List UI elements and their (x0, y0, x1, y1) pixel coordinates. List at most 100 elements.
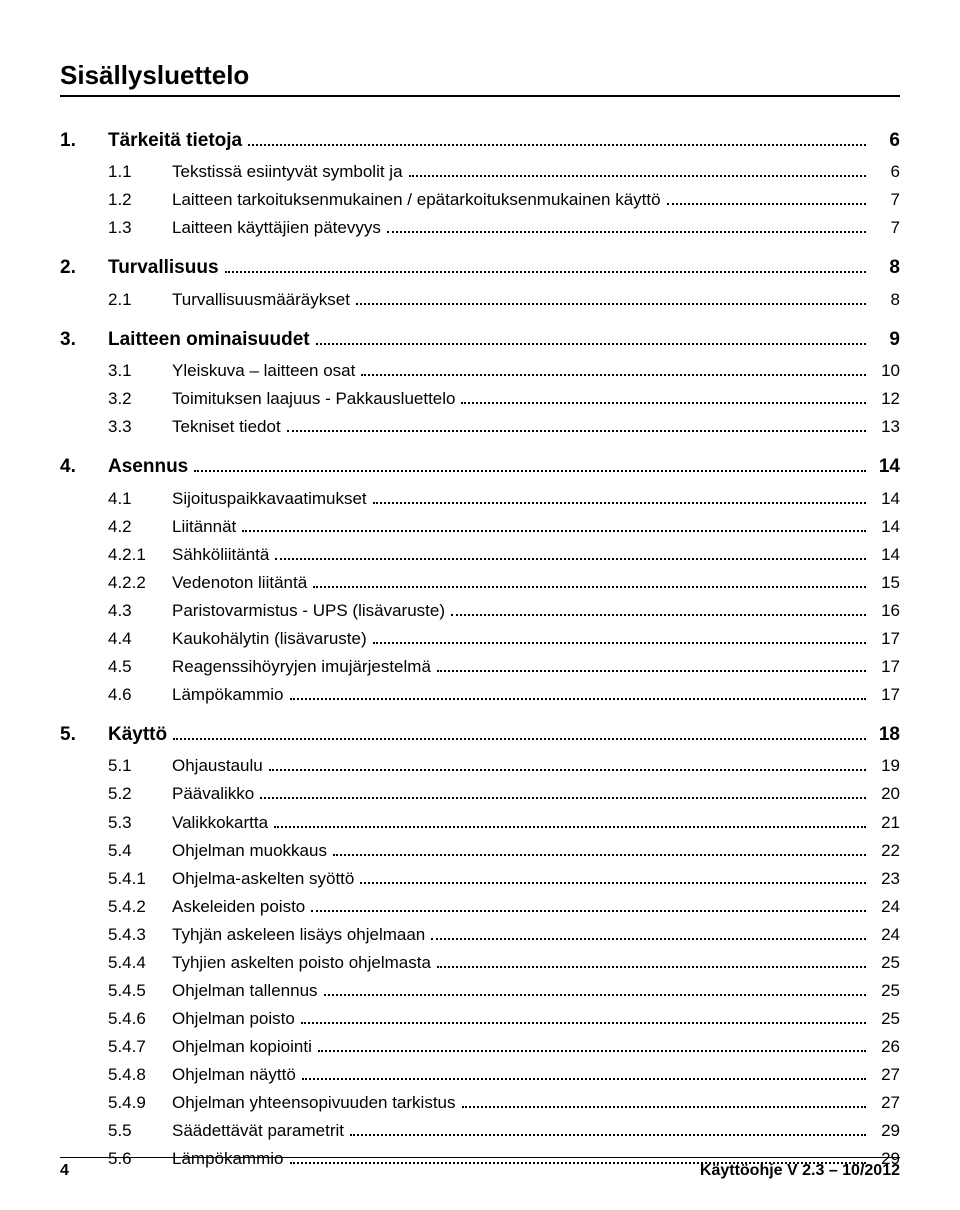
toc-entry-title: Tekstissä esiintyvät symbolit ja (172, 158, 403, 186)
toc-leader (318, 1037, 866, 1052)
toc-entry-number: 3.3 (108, 413, 172, 441)
toc-section: 1.Tärkeitä tietoja 6 (60, 125, 900, 156)
toc-entry-title: Ohjelman kopiointi (172, 1033, 312, 1061)
toc-subentry: 5.4.2Askeleiden poisto24 (60, 893, 900, 921)
toc-entry: 3.2Toimituksen laajuus - Pakkausluettelo… (60, 385, 900, 413)
toc-entry-title: Ohjelman muokkaus (172, 837, 327, 865)
toc-leader (333, 840, 866, 855)
toc-entry-title: Vedenoton liitäntä (172, 569, 307, 597)
toc-entry-title: Turvallisuus (108, 252, 219, 283)
toc-entry-title: Tekniset tiedot (172, 413, 281, 441)
toc-entry-number: 4.3 (108, 597, 172, 625)
toc-entry-number: 4. (60, 451, 108, 482)
toc-entry-number: 5.4.3 (108, 921, 172, 949)
toc-entry-title: Ohjelman tallennus (172, 977, 318, 1005)
toc-entry-title: Ohjelman näyttö (172, 1061, 296, 1089)
toc-entry: 5.5Säädettävät parametrit29 (60, 1117, 900, 1145)
toc-entry-title: Yleiskuva – laitteen osat (172, 357, 355, 385)
page-title: Sisällysluettelo (60, 60, 900, 91)
toc-leader (437, 952, 866, 967)
toc-entry-title: Ohjelman poisto (172, 1005, 295, 1033)
toc-leader (451, 601, 866, 616)
toc-entry: 1.3Laitteen käyttäjien pätevyys7 (60, 214, 900, 242)
toc-entry-title: Sijoituspaikkavaatimukset (172, 485, 367, 513)
toc-entry-number: 5. (60, 719, 108, 750)
toc-entry-number: 1. (60, 125, 108, 156)
toc-entry-number: 5.3 (108, 809, 172, 837)
toc-entry-page: 17 (872, 653, 900, 681)
toc-leader (290, 685, 867, 700)
toc-entry: 4.6Lämpökammio 17 (60, 681, 900, 709)
toc-entry: 5.4Ohjelman muokkaus22 (60, 837, 900, 865)
toc-entry: 4.5Reagenssihöyryjen imujärjestelmä17 (60, 653, 900, 681)
toc-entry-number: 5.4.4 (108, 949, 172, 977)
toc-entry-page: 26 (872, 1033, 900, 1061)
toc-leader (350, 1121, 866, 1136)
toc-entry-page: 13 (872, 413, 900, 441)
toc-leader (302, 1065, 866, 1080)
toc-entry-number: 4.2 (108, 513, 172, 541)
toc-entry-page: 8 (872, 286, 900, 314)
toc-entry-page: 6 (872, 125, 900, 156)
toc-entry-title: Laitteen tarkoituksenmukainen / epätarko… (172, 186, 661, 214)
toc-subentry: 5.4.3Tyhjän askeleen lisäys ohjelmaan24 (60, 921, 900, 949)
toc-entry: 2.1Turvallisuusmääräykset8 (60, 286, 900, 314)
toc-entry-page: 29 (872, 1117, 900, 1145)
toc-leader (437, 657, 866, 672)
toc-leader (462, 1093, 867, 1108)
toc-entry-page: 14 (872, 451, 900, 482)
toc-section: 3.Laitteen ominaisuudet 9 (60, 324, 900, 355)
toc-entry-page: 9 (872, 324, 900, 355)
toc-entry-title: Laitteen käyttäjien pätevyys (172, 214, 381, 242)
toc-subentry: 5.4.9Ohjelman yhteensopivuuden tarkistus… (60, 1089, 900, 1117)
footer-page-number: 4 (60, 1162, 69, 1180)
toc-leader (274, 812, 866, 827)
toc-leader (667, 190, 866, 205)
toc-leader (194, 455, 866, 472)
toc-entry-title: Tyhjien askelten poisto ohjelmasta (172, 949, 431, 977)
toc-subentry: 5.4.4Tyhjien askelten poisto ohjelmasta2… (60, 949, 900, 977)
toc-section: 2.Turvallisuus 8 (60, 252, 900, 283)
toc-subentry: 4.2.1Sähköliitäntä14 (60, 541, 900, 569)
toc-entry-number: 3. (60, 324, 108, 355)
toc-entry: 4.4Kaukohälytin (lisävaruste)17 (60, 625, 900, 653)
toc-leader (373, 488, 866, 503)
toc-entry-number: 5.4.8 (108, 1061, 172, 1089)
toc-entry: 1.2Laitteen tarkoituksenmukainen / epäta… (60, 186, 900, 214)
toc-entry-title: Ohjelma-askelten syöttö (172, 865, 354, 893)
toc-subentry: 5.4.1Ohjelma-askelten syöttö23 (60, 865, 900, 893)
toc-entry-number: 5.2 (108, 780, 172, 808)
toc-leader (361, 361, 866, 376)
toc-entry-title: Tyhjän askeleen lisäys ohjelmaan (172, 921, 425, 949)
toc-entry-number: 2. (60, 252, 108, 283)
toc-entry-title: Kaukohälytin (lisävaruste) (172, 625, 367, 653)
toc-entry-number: 1.3 (108, 214, 172, 242)
toc-entry-title: Ohjaustaulu (172, 752, 263, 780)
toc-entry-title: Lämpökammio (172, 681, 284, 709)
toc-entry-page: 21 (872, 809, 900, 837)
toc-section: 5.Käyttö18 (60, 719, 900, 750)
toc-leader (248, 129, 866, 146)
toc-entry-title: Askeleiden poisto (172, 893, 305, 921)
toc-entry-page: 23 (872, 865, 900, 893)
toc-entry-number: 5.5 (108, 1117, 172, 1145)
toc-entry-page: 25 (872, 1005, 900, 1033)
toc-entry-page: 17 (872, 681, 900, 709)
toc-leader (461, 389, 866, 404)
toc-subentry: 5.4.6Ohjelman poisto25 (60, 1005, 900, 1033)
toc-entry-number: 4.6 (108, 681, 172, 709)
toc-entry-number: 1.2 (108, 186, 172, 214)
toc-entry-title: Paristovarmistus - UPS (lisävaruste) (172, 597, 445, 625)
toc-entry-title: Toimituksen laajuus - Pakkausluettelo (172, 385, 455, 413)
page-footer: 4 Käyttöohje V 2.3 – 10/2012 (60, 1157, 900, 1180)
toc-entry-number: 5.1 (108, 752, 172, 780)
toc-leader (360, 868, 866, 883)
toc-entry-title: Tärkeitä tietoja (108, 125, 242, 156)
toc-entry-page: 8 (872, 252, 900, 283)
toc-leader (316, 328, 866, 345)
toc-entry-title: Laitteen ominaisuudet (108, 324, 310, 355)
toc-entry-page: 16 (872, 597, 900, 625)
toc-leader (356, 290, 866, 305)
toc-entry: 4.1Sijoituspaikkavaatimukset14 (60, 485, 900, 513)
toc-entry-number: 1.1 (108, 158, 172, 186)
